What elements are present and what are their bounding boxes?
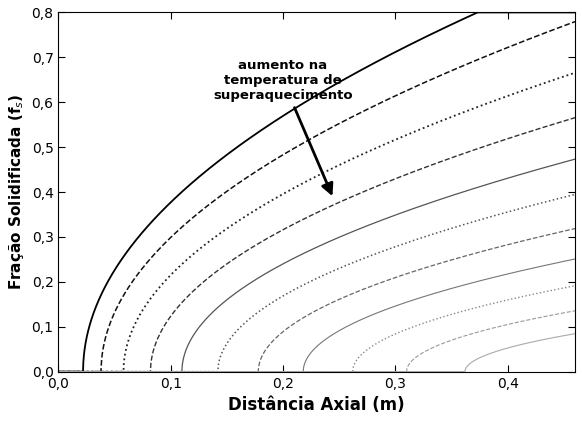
Y-axis label: Fração Solidificada (f$_s$): Fração Solidificada (f$_s$)	[7, 94, 26, 290]
Text: aumento na
temperatura de
superaquecimento: aumento na temperatura de superaquecimen…	[213, 59, 353, 193]
X-axis label: Distância Axial (m): Distância Axial (m)	[228, 396, 405, 414]
